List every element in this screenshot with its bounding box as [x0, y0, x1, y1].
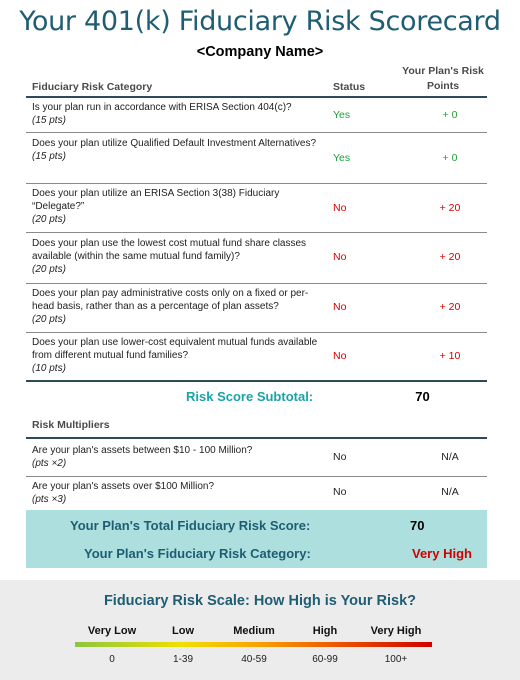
subtotal-label: Risk Score Subtotal: [186, 389, 314, 404]
company-name: <Company Name> [196, 44, 324, 60]
header-category: Fiduciary Risk Category [32, 81, 153, 93]
subtotal-divider [26, 380, 487, 382]
multiplier-text: Are your plan's assets over $100 Million… [32, 481, 215, 492]
scale-level-high: High [312, 625, 338, 637]
scale-range-very-high: 100+ [384, 654, 408, 665]
risk-points-value: + 20 [439, 301, 461, 313]
status-value: Yes [333, 152, 351, 164]
risk-points-value: N/A [441, 486, 459, 498]
status-value: No [333, 451, 347, 463]
question-points-weight: (20 pts) [32, 264, 66, 275]
risk-scale-title: Fiduciary Risk Scale: How High is Your R… [103, 593, 417, 609]
risk-scale-panel: Fiduciary Risk Scale: How High is Your R… [0, 580, 520, 680]
risk-gradient-bar [75, 642, 432, 647]
risk-points-value: + 20 [439, 202, 461, 214]
risk-points-value: + 10 [439, 350, 461, 362]
table-row: Are your plan's assets over $100 Million… [26, 477, 487, 509]
scale-level-very-low: Very Low [87, 625, 137, 637]
status-value: No [333, 251, 347, 263]
question-points-weight: (15 pts) [32, 115, 66, 126]
scale-level-low: Low [172, 625, 194, 637]
table-row: Does your plan utilize an ERISA Section … [26, 184, 487, 232]
row-divider [26, 476, 487, 477]
multiplier-text: Are your plan's assets between $10 - 100… [32, 445, 253, 456]
scale-level-medium: Medium [233, 625, 275, 637]
scale-range-high: 60-99 [312, 654, 338, 665]
row-divider [26, 283, 487, 284]
table-row: Is your plan run in accordance with ERIS… [26, 98, 487, 132]
table-row: Are your plan's assets between $10 - 100… [26, 439, 487, 477]
risk-points-value: + 0 [442, 109, 458, 121]
multipliers-divider [26, 437, 487, 439]
multiplier-weight: (pts ×2) [32, 458, 67, 469]
question-points-weight: (20 pts) [32, 214, 66, 225]
question-points-weight: (10 pts) [32, 363, 66, 374]
total-score-value: 70 [410, 518, 425, 533]
header-status: Status [333, 81, 366, 93]
page-title: Your 401(k) Fiduciary Risk Scorecard [19, 6, 501, 37]
status-value: No [333, 486, 347, 498]
multipliers-title: Risk Multipliers [32, 419, 110, 431]
header-points: Your Plan's Risk Points [402, 65, 484, 92]
row-divider [26, 332, 487, 333]
question-text: Does your plan utilize an ERISA Section … [32, 188, 280, 212]
scale-level-very-high: Very High [370, 625, 422, 637]
question-text: Is your plan run in accordance with ERIS… [32, 102, 292, 113]
row-divider [26, 183, 487, 184]
status-value: No [333, 202, 347, 214]
multiplier-weight: (pts ×3) [32, 494, 67, 505]
header-divider [26, 96, 487, 98]
question-text: Does your plan use the lowest cost mutua… [32, 238, 307, 262]
question-text: Does your plan use lower-cost equivalent… [32, 337, 318, 361]
risk-category-value: Very High [412, 546, 472, 561]
subtotal-value: 70 [415, 389, 430, 404]
row-divider [26, 232, 487, 233]
table-row: Does your plan utilize Qualified Default… [26, 133, 487, 183]
scale-range-very-low: 0 [109, 654, 115, 665]
total-score-label: Your Plan's Total Fiduciary Risk Score: [70, 518, 311, 533]
table-row: Does your plan use the lowest cost mutua… [26, 233, 487, 283]
risk-category-label: Your Plan's Fiduciary Risk Category: [84, 546, 311, 561]
scale-range-medium: 40-59 [241, 654, 267, 665]
status-value: No [333, 350, 347, 362]
risk-points-value: N/A [441, 451, 459, 463]
status-value: Yes [333, 109, 351, 121]
totals-panel: Your Plan's Total Fiduciary Risk Score: … [26, 510, 487, 568]
risk-points-value: + 0 [442, 152, 458, 164]
risk-points-value: + 20 [439, 251, 461, 263]
question-text: Does your plan utilize Qualified Default… [32, 138, 317, 149]
table-row: Does your plan pay administrative costs … [26, 284, 487, 332]
table-row: Does your plan use lower-cost equivalent… [26, 333, 487, 380]
row-divider [26, 132, 487, 133]
scale-range-low: 1-39 [172, 654, 193, 665]
question-points-weight: (15 pts) [32, 151, 66, 162]
question-text: Does your plan pay administrative costs … [32, 288, 309, 312]
question-points-weight: (20 pts) [32, 314, 66, 325]
status-value: No [333, 301, 347, 313]
